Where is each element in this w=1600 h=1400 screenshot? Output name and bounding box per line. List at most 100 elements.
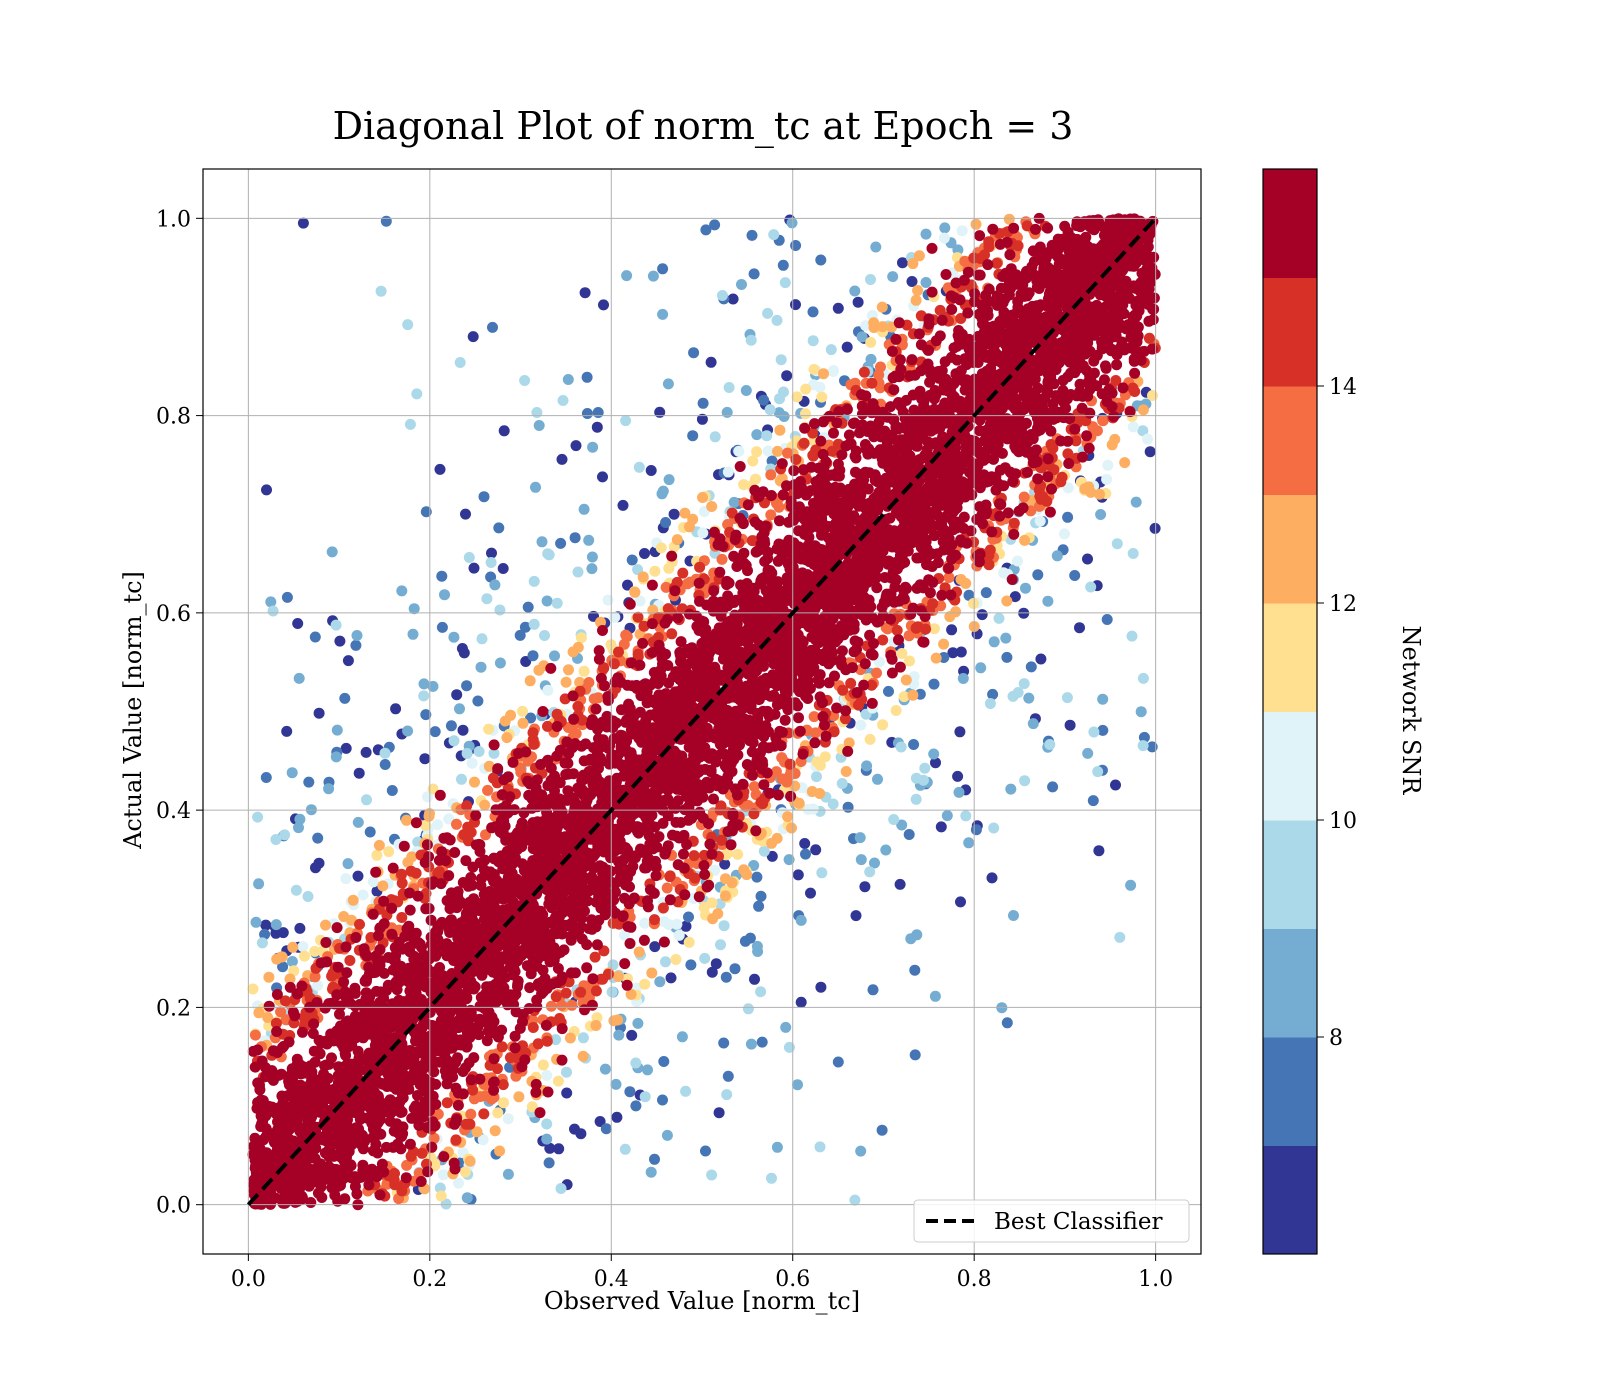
scatter-point [1101,473,1113,485]
scatter-point [855,854,867,866]
scatter-point [1045,439,1057,450]
scatter-point [963,589,975,601]
scatter-point [935,821,947,833]
scatter-point [722,466,734,478]
scatter-point [541,1133,553,1145]
scatter-point [664,894,676,906]
scatter-point [599,1063,611,1075]
scatter-point [497,1079,509,1091]
scatter-point [411,388,423,400]
scatter-point [250,916,262,928]
scatter-point [426,1141,438,1153]
scatter-point [663,474,675,486]
scatter-point [808,711,820,723]
scatter-point [575,986,587,998]
scatter-point [262,1012,274,1023]
scatter-point [339,692,351,704]
scatter-point [1021,466,1033,478]
scatter-point [943,572,955,583]
scatter-point [1070,435,1082,447]
scatter-point [814,1141,826,1153]
scatter-point [1064,719,1076,731]
scatter-point [720,873,731,885]
scatter-point [671,534,683,546]
scatter-point [970,218,982,230]
scatter-point [524,982,536,994]
scatter-point [476,633,488,645]
scatter-point [494,1145,506,1157]
scatter-point [926,242,938,254]
scatter-point [517,705,528,717]
scatter-point [261,484,272,496]
scatter-point [398,840,410,852]
scatter-point [1119,457,1131,469]
scatter-point [533,664,545,676]
scatter-point [267,605,279,617]
scatter-point [960,810,972,822]
scatter-point [907,689,919,701]
scatter-point [746,229,758,241]
scatter-point [567,690,579,702]
scatter-point [856,331,868,343]
scatter-point [660,581,672,593]
scatter-point [732,848,744,860]
scatter-point [814,788,826,799]
scatter-point [912,285,924,296]
scatter-point [968,598,979,609]
scatter-point [909,1049,921,1061]
scatter-point [807,335,819,347]
scatter-point [1021,220,1033,232]
scatter-point [456,773,467,785]
scatter-point [556,999,568,1011]
scatter-point [483,723,495,735]
scatter-point [557,395,569,406]
scatter-point [472,695,484,707]
scatter-points [247,212,1161,1211]
scatter-point [569,1123,580,1135]
scatter-point [561,1087,573,1099]
scatter-point [350,932,362,943]
scatter-point [957,673,969,684]
scatter-point [482,784,494,796]
scatter-point [900,674,912,686]
scatter-point [907,602,919,614]
scatter-point [448,631,460,643]
scatter-point [766,850,778,862]
scatter-point [920,277,932,288]
scatter-point [980,587,992,599]
scatter-point [781,370,793,382]
scatter-point [807,427,819,439]
scatter-point [299,1017,311,1029]
scatter-point [330,751,342,763]
scatter-point [1127,548,1139,559]
scatter-point [748,268,760,280]
scatter-point [750,473,761,485]
scatter-point [866,377,878,389]
scatter-point [1055,476,1067,488]
scatter-point [1009,591,1021,603]
scatter-point [360,746,372,758]
scatter-point [436,570,448,582]
scatter-point [522,755,534,767]
scatter-point [569,532,581,544]
scatter-point [354,918,365,930]
scatter-point [494,657,506,669]
scatter-point [742,1003,754,1015]
scatter-point [542,1086,554,1098]
scatter-point [454,703,465,715]
scatter-point [952,770,964,782]
scatter-point [987,688,999,700]
scatter-point [906,276,918,287]
scatter-point [463,552,475,563]
scatter-point [1074,622,1085,634]
scatter-point [864,733,876,745]
scatter-point [494,604,506,616]
scatter-point [460,508,471,520]
scatter-point [649,1153,660,1165]
scatter-point [896,648,908,659]
scatter-point [624,938,636,949]
scatter-point [928,678,940,690]
scatter-point [876,301,888,313]
scatter-point [734,461,746,472]
scatter-point [1093,845,1105,857]
